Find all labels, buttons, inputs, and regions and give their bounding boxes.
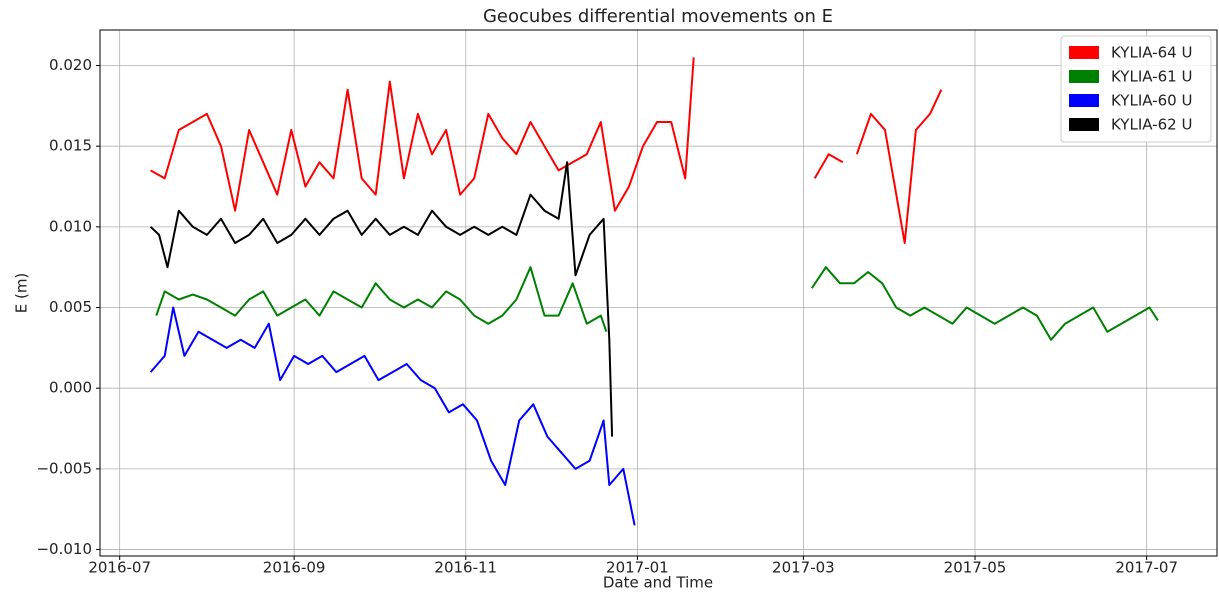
data-line [149, 161, 614, 437]
data-line [150, 57, 943, 244]
legend-swatch [1069, 70, 1099, 83]
x-tick-label: 2017-01 [606, 559, 669, 577]
plot-frame [99, 29, 1218, 557]
legend-swatch [1069, 46, 1099, 59]
y-tick-label: −0.005 [36, 459, 92, 477]
x-axis-label: Date and Time [603, 574, 713, 592]
x-tick-label: 2017-03 [772, 559, 835, 577]
x-tick-label: 2017-05 [944, 559, 1007, 577]
legend-swatch [1069, 118, 1099, 131]
x-tick-label: 2016-07 [88, 559, 151, 577]
y-tick-label: 0.005 [49, 298, 92, 316]
y-tick-label: −0.010 [36, 540, 92, 558]
y-tick-label: 0.000 [49, 379, 92, 397]
data-line [149, 306, 636, 526]
y-axis-label: E (m) [13, 273, 31, 314]
legend-box [1060, 35, 1212, 143]
y-tick-label: 0.010 [49, 217, 92, 235]
legend-label: KYLIA-60 U [1111, 92, 1192, 110]
legend-label: KYLIA-64 U [1111, 44, 1192, 62]
legend: KYLIA-64 U KYLIA-61 U KYLIA-60 U KYLIA-62 U [1060, 35, 1212, 143]
y-tick-label: 0.020 [49, 56, 92, 74]
legend-label: KYLIA-61 U [1111, 68, 1192, 86]
legend-label: KYLIA-62 U [1111, 116, 1192, 134]
y-tick-label: 0.015 [49, 137, 92, 155]
chart-title: Geocubes differential movements on E [483, 6, 833, 27]
x-tick-label: 2017-07 [1115, 559, 1178, 577]
x-tick-label: 2016-11 [434, 559, 497, 577]
legend-swatch [1069, 94, 1099, 107]
data-line [155, 266, 1159, 341]
x-tick-label: 2016-09 [263, 559, 326, 577]
